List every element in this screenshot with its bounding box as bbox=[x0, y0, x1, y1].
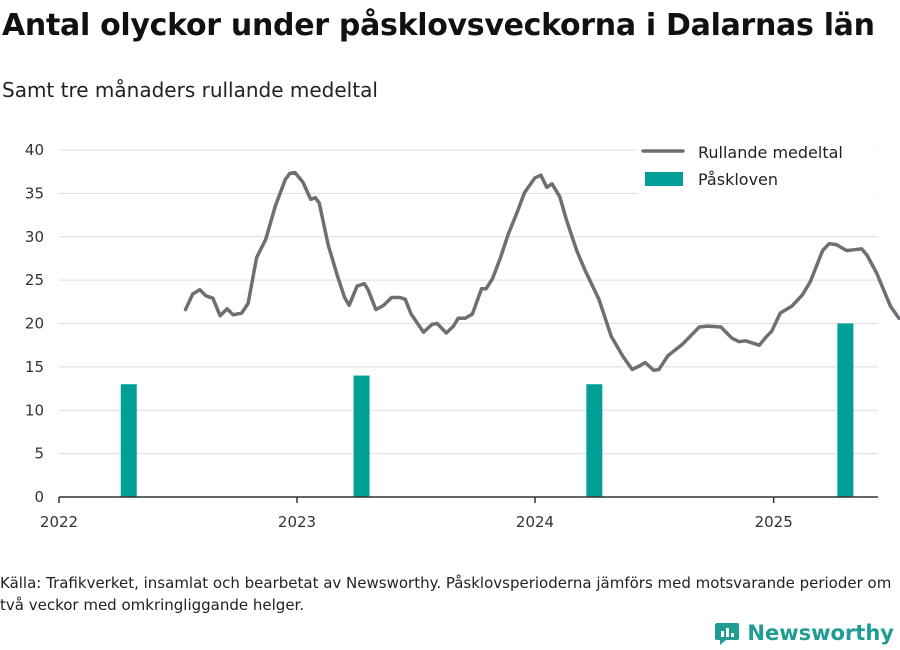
legend: Rullande medeltal Påskloven bbox=[637, 138, 877, 194]
legend-bar-swatch bbox=[645, 172, 683, 186]
bar bbox=[586, 384, 603, 497]
chart-subtitle: Samt tre månaders rullande medeltal bbox=[2, 78, 378, 102]
gridlines bbox=[59, 149, 878, 455]
rolling-average-line bbox=[183, 170, 900, 373]
y-tick-label: 30 bbox=[25, 228, 44, 246]
bar bbox=[120, 384, 137, 497]
x-axis-ticks: 2022 2023 2024 2025 bbox=[40, 497, 793, 531]
y-tick-label: 35 bbox=[25, 184, 44, 202]
bar bbox=[353, 375, 370, 497]
y-tick-label: 0 bbox=[34, 488, 44, 506]
line-series bbox=[183, 170, 900, 373]
legend-line-label: Rullande medeltal bbox=[698, 143, 843, 162]
x-tick-label: 2023 bbox=[278, 513, 316, 531]
y-axis-ticks: 0 5 10 15 20 25 30 35 40 bbox=[25, 141, 44, 506]
brand-logo: Newsworthy bbox=[714, 620, 894, 646]
y-tick-label: 15 bbox=[25, 358, 44, 376]
brand-name: Newsworthy bbox=[747, 621, 894, 645]
y-tick-label: 25 bbox=[25, 271, 44, 289]
chart-title: Antal olyckor under påsklovsveckorna i D… bbox=[2, 8, 875, 43]
y-tick-label: 40 bbox=[25, 141, 44, 159]
x-tick-label: 2022 bbox=[40, 513, 78, 531]
legend-bar-label: Påskloven bbox=[698, 170, 778, 189]
y-tick-label: 5 bbox=[34, 445, 44, 463]
x-tick-label: 2025 bbox=[755, 513, 793, 531]
newsworthy-logo-icon bbox=[715, 623, 740, 645]
y-tick-label: 20 bbox=[25, 315, 44, 333]
y-tick-label: 10 bbox=[25, 401, 44, 419]
x-tick-label: 2024 bbox=[516, 513, 554, 531]
source-note: Källa: Trafikverket, insamlat och bearbe… bbox=[0, 574, 892, 614]
bar-series bbox=[120, 323, 854, 497]
bar bbox=[837, 323, 854, 497]
